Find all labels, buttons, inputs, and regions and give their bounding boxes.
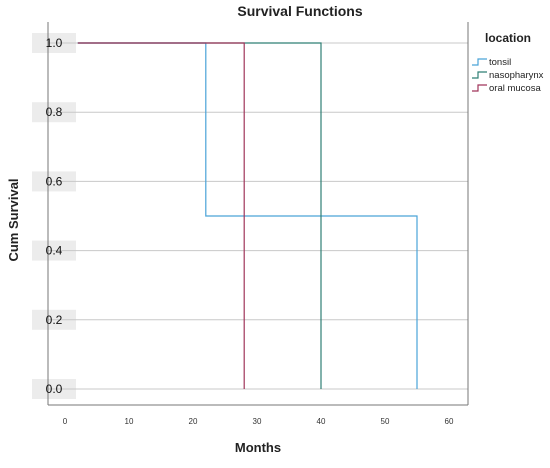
legend: location tonsil nasopharynx oral mucosa bbox=[472, 31, 544, 94]
gridlines bbox=[48, 42, 468, 390]
legend-item: nasopharynx bbox=[472, 70, 544, 81]
legend-items: tonsil nasopharynx oral mucosa bbox=[472, 57, 544, 94]
series-lines bbox=[77, 42, 418, 389]
x-ticks: 0 10 20 30 40 50 60 bbox=[63, 417, 454, 426]
series-line bbox=[77, 42, 245, 389]
legend-swatch bbox=[472, 58, 487, 66]
series-line bbox=[77, 42, 418, 389]
legend-item: oral mucosa bbox=[472, 83, 541, 94]
y-tick-label: 0.2 bbox=[46, 313, 63, 327]
y-tick-label: 0.4 bbox=[46, 244, 63, 258]
legend-label: nasopharynx bbox=[489, 70, 544, 81]
y-tick-label: 0.8 bbox=[46, 105, 63, 119]
legend-label: oral mucosa bbox=[489, 83, 541, 94]
y-tick-label: 0.0 bbox=[46, 382, 63, 396]
y-axis-title: Cum Survival bbox=[6, 178, 21, 261]
x-tick-label: 50 bbox=[381, 417, 390, 426]
y-tick-label: 0.6 bbox=[46, 174, 63, 188]
x-tick-label: 20 bbox=[189, 417, 198, 426]
legend-label: tonsil bbox=[489, 57, 511, 68]
axes bbox=[47, 22, 469, 406]
legend-swatch bbox=[472, 84, 487, 92]
x-tick-label: 30 bbox=[253, 417, 262, 426]
y-tick-bands bbox=[32, 33, 76, 399]
chart-title: Survival Functions bbox=[237, 3, 362, 19]
y-tick-label: 1.0 bbox=[46, 36, 63, 50]
x-axis-title: Months bbox=[235, 440, 281, 455]
x-tick-label: 40 bbox=[317, 417, 326, 426]
legend-title: location bbox=[485, 31, 531, 45]
x-tick-label: 60 bbox=[445, 417, 454, 426]
legend-item: tonsil bbox=[472, 57, 511, 68]
x-tick-label: 0 bbox=[63, 417, 68, 426]
x-tick-label: 10 bbox=[125, 417, 134, 426]
legend-swatch bbox=[472, 71, 487, 79]
y-ticks: 0.0 0.2 0.4 0.6 0.8 1.0 bbox=[46, 36, 63, 396]
